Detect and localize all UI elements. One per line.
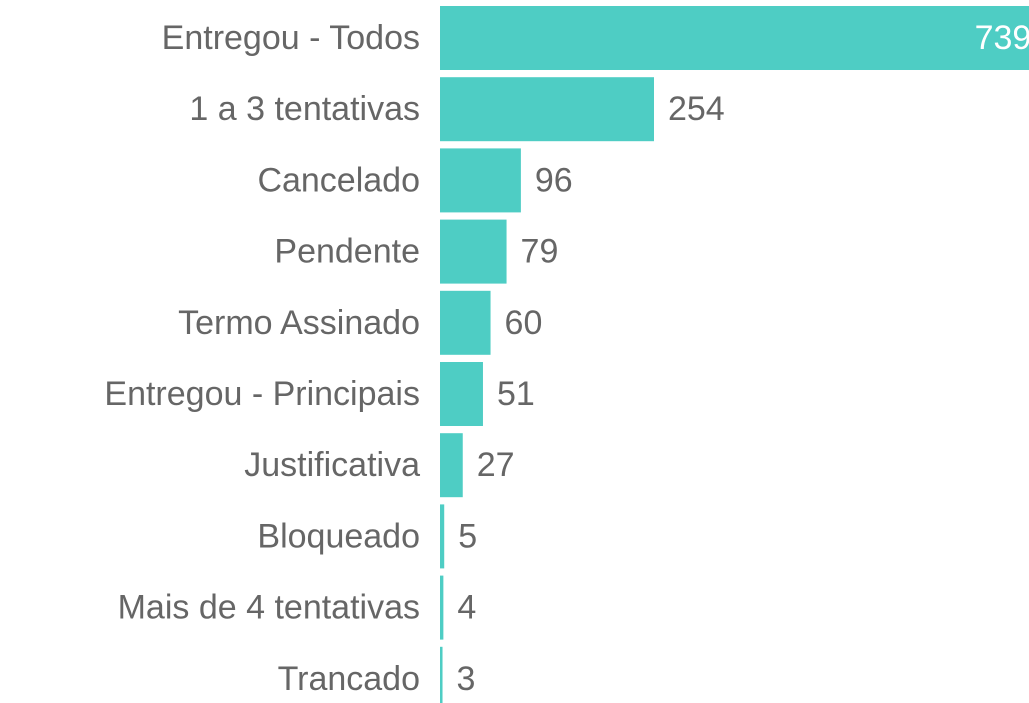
bar — [440, 362, 483, 426]
bar — [440, 148, 521, 213]
category-label: Pendente — [274, 233, 420, 271]
value-label: 60 — [505, 304, 543, 342]
value-label: 4 — [457, 589, 476, 627]
bar — [440, 290, 491, 355]
bar — [440, 504, 445, 569]
bar — [440, 6, 1029, 70]
bar — [440, 219, 507, 284]
bar — [440, 646, 443, 703]
category-label: Entregou - Todos — [162, 19, 420, 57]
category-label: Bloqueado — [257, 517, 420, 555]
category-label: Cancelado — [257, 161, 420, 199]
value-label: 5 — [458, 517, 477, 555]
category-label: Termo Assinado — [178, 304, 420, 342]
category-label: Mais de 4 tentativas — [118, 589, 420, 627]
bar — [440, 77, 654, 142]
category-label: Justificativa — [244, 446, 420, 484]
bar — [440, 433, 463, 498]
value-label: 739 — [975, 19, 1029, 57]
value-label: 254 — [668, 90, 725, 128]
value-label: 3 — [457, 660, 476, 698]
value-label: 79 — [521, 233, 559, 271]
category-label: 1 a 3 tentativas — [189, 90, 420, 128]
value-label: 51 — [497, 375, 535, 413]
category-label: Entregou - Principais — [104, 375, 420, 413]
bar — [440, 575, 444, 640]
value-label: 96 — [535, 161, 573, 199]
category-label: Trancado — [278, 660, 420, 698]
value-label: 27 — [477, 446, 515, 484]
